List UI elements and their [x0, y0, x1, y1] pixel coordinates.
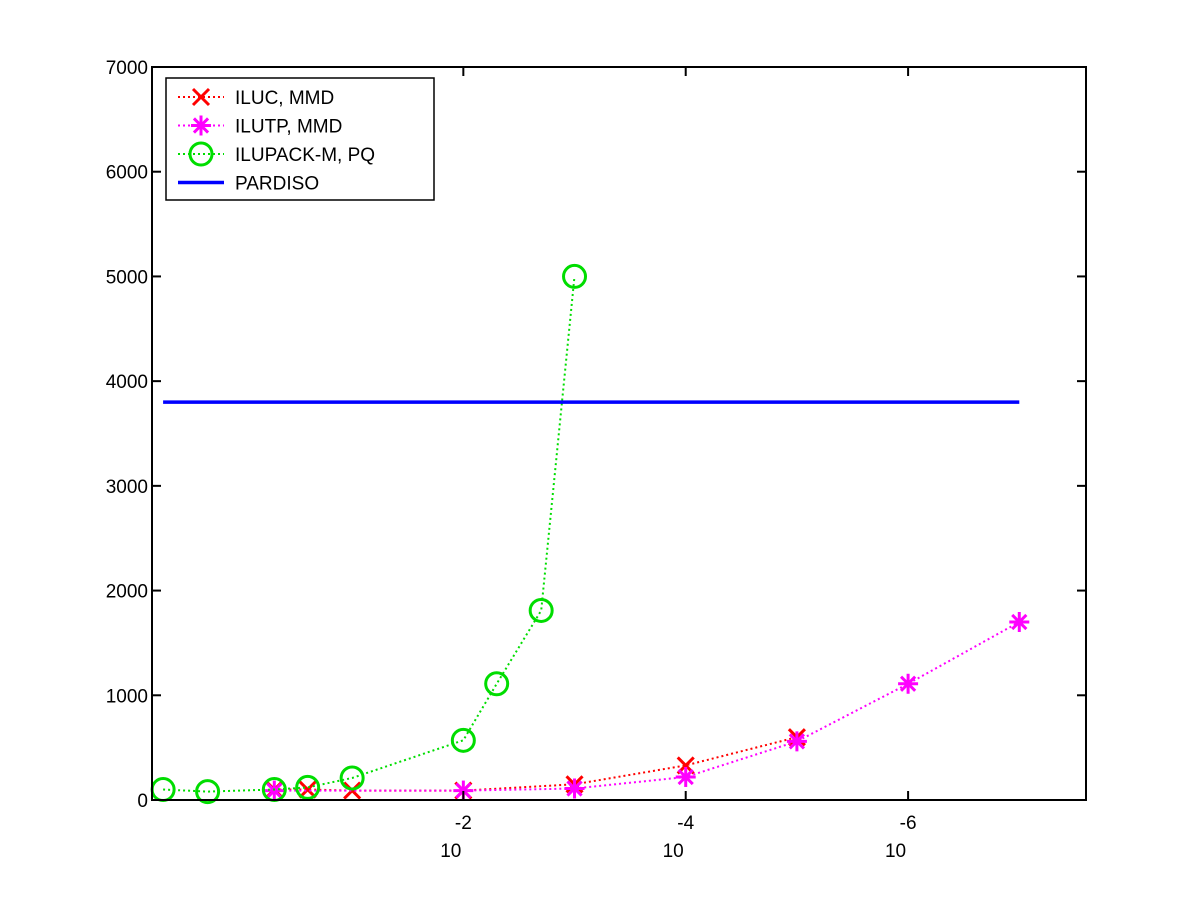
x-tick-label-base: 10 [440, 841, 461, 862]
y-tick-label: 2000 [106, 582, 148, 603]
y-tick-label: 3000 [106, 477, 148, 498]
data-point [898, 673, 919, 694]
axes-layer: 0 1000 2000 3000 4000 5000 6000 7000 10 -2 10 -4 10 -… [106, 58, 1087, 862]
series-line [163, 276, 576, 793]
data-point [562, 263, 588, 289]
legend-box [165, 77, 435, 201]
series-layer [150, 263, 1030, 805]
x-tick-label-exponent: -4 [677, 813, 694, 834]
x-tick-label-exponent: -2 [455, 813, 472, 834]
y-tick-label: 0 [137, 791, 148, 812]
legend-entry: ILUPACK-M, PQ [178, 141, 375, 167]
plot-frame [151, 66, 1087, 801]
y-tick-label: 5000 [106, 267, 148, 288]
series-1 [264, 611, 1030, 801]
legend-label: ILUC, MMD [235, 88, 334, 109]
y-tick-label: 6000 [106, 163, 148, 184]
legend-marker [191, 115, 211, 136]
y-tick-label: 4000 [106, 372, 148, 393]
y-tick-label: 7000 [106, 58, 148, 79]
data-point [343, 781, 362, 800]
data-point [564, 778, 585, 799]
data-point [195, 779, 221, 805]
legend-entry: ILUTP, MMD [178, 115, 342, 138]
legend-label: ILUTP, MMD [235, 117, 342, 138]
series-2 [150, 263, 588, 805]
data-point [298, 780, 317, 799]
data-point [450, 727, 476, 753]
legend-marker [191, 87, 211, 107]
y-tick-label: 1000 [106, 686, 148, 707]
data-point [339, 765, 365, 791]
data-point [484, 671, 510, 697]
data-point [295, 774, 321, 800]
legend-entry: PARDISO [178, 174, 319, 195]
x-tick-label-exponent: -6 [900, 813, 917, 834]
data-point [1009, 611, 1030, 632]
data-point [786, 731, 807, 752]
legend: ILUC, MMD ILUTP, MMD ILUPACK-M, PQ PARDISO [165, 77, 435, 201]
legend-marker [188, 141, 214, 167]
data-point [528, 597, 554, 623]
legend-entry: ILUC, MMD [178, 87, 334, 109]
data-point [264, 780, 285, 801]
legend-label: PARDISO [235, 174, 319, 195]
data-point [453, 780, 474, 801]
x-tick-label-base: 10 [663, 841, 684, 862]
data-point [675, 766, 696, 787]
legend-label: ILUPACK-M, PQ [235, 145, 375, 166]
x-tick-label-base: 10 [885, 841, 906, 862]
